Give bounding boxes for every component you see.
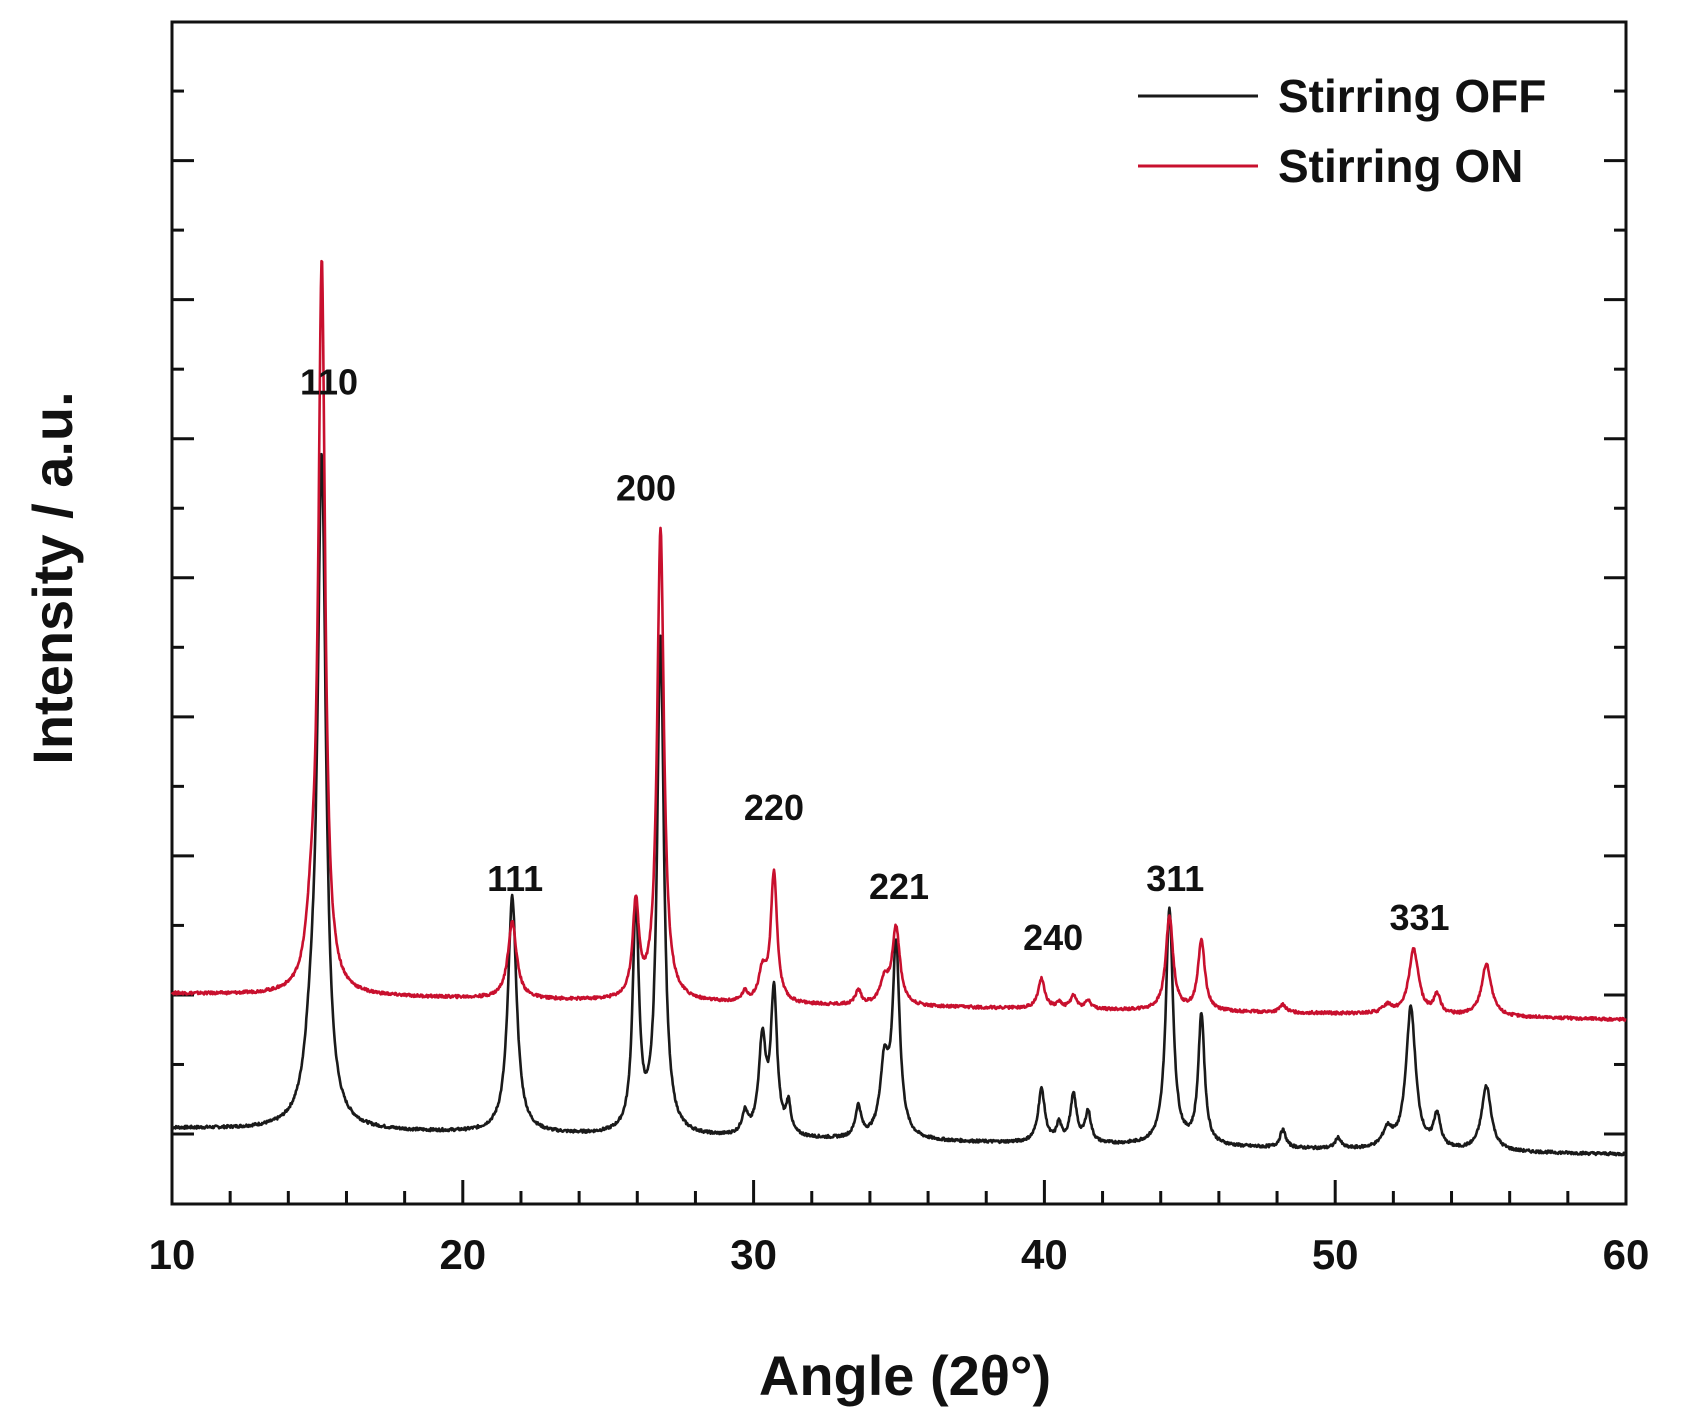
peak-label-331: 331 bbox=[1389, 897, 1449, 938]
peak-annotations: 110 111 200 220 221 240 311 331 bbox=[300, 361, 1450, 958]
x-tick-labels: 10 20 30 40 50 60 bbox=[149, 1231, 1650, 1278]
x-axis-title: Angle (2θ°) bbox=[759, 1344, 1051, 1407]
plot-frame bbox=[170, 20, 1628, 1206]
x-tick-label: 20 bbox=[439, 1231, 486, 1278]
peak-label-110: 110 bbox=[300, 361, 358, 402]
series-line-stirring-off bbox=[171, 452, 1627, 1157]
plot-area-border bbox=[170, 20, 1628, 1206]
peak-label-111: 111 bbox=[487, 858, 543, 899]
x-tick-label: 60 bbox=[1603, 1231, 1650, 1278]
legend-label: Stirring OFF bbox=[1278, 70, 1546, 122]
legend-label: Stirring ON bbox=[1278, 140, 1523, 192]
y-axis-title: Intensity / a.u. bbox=[21, 391, 84, 764]
x-tick-label: 40 bbox=[1021, 1231, 1068, 1278]
x-tick-label: 30 bbox=[730, 1231, 777, 1278]
x-tick-label: 10 bbox=[149, 1231, 196, 1278]
axis-ticks bbox=[170, 89, 1628, 1204]
data-series bbox=[170, 259, 1627, 1157]
peak-label-220: 220 bbox=[744, 787, 804, 828]
series-line-stirring-on bbox=[170, 259, 1627, 1022]
peak-label-200: 200 bbox=[616, 468, 676, 509]
peak-label-240: 240 bbox=[1023, 917, 1083, 958]
peak-label-311: 311 bbox=[1146, 858, 1204, 899]
legend: Stirring OFF Stirring ON bbox=[1138, 70, 1546, 192]
x-tick-label: 50 bbox=[1312, 1231, 1359, 1278]
peak-label-221: 221 bbox=[869, 866, 929, 907]
